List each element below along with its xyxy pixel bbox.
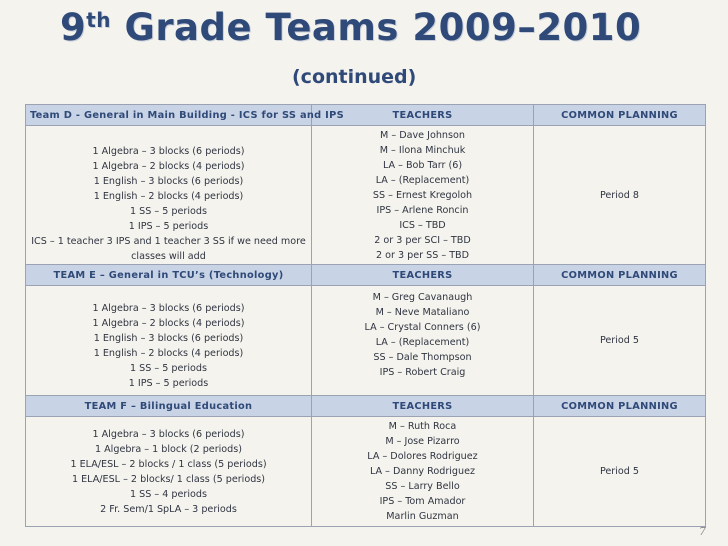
teacher-line: M – Dave Johnson — [380, 129, 465, 141]
planning-cell: Period 5 — [533, 416, 706, 527]
class-line: 1 English – 3 blocks (6 periods) — [93, 176, 244, 187]
teachers-cell: M – Greg Cavanaugh M – Neve Mataliano LA… — [311, 285, 534, 396]
teacher-line: M – Neve Mataliano — [375, 307, 470, 318]
classes-cell: 1 Algebra – 3 blocks (6 periods) 1 Algeb… — [25, 125, 312, 265]
teacher-line: IPS – Tom Amador — [379, 496, 466, 507]
teacher-line: 2 or 3 per SS – TBD — [375, 249, 470, 261]
team-header-row: Team D - General in Main Building - ICS … — [25, 104, 706, 126]
class-line: 1 Algebra – 2 blocks (4 periods) — [92, 161, 245, 172]
class-line: 1 Algebra – 3 blocks (6 periods) — [92, 302, 245, 314]
teacher-line: SS – Ernest Kregoloh — [372, 189, 473, 201]
team-name-cell: Team D - General in Main Building - ICS … — [25, 104, 344, 126]
teacher-line: SS – Dale Thompson — [373, 352, 472, 363]
class-line: 1 IPS – 5 periods — [128, 377, 209, 389]
teacher-line: LA – (Replacement) — [375, 337, 470, 348]
teacher-line: ICS – TBD — [399, 219, 446, 231]
page-number: 7 — [699, 525, 706, 538]
class-line: 1 Algebra – 1 block (2 periods) — [94, 443, 243, 455]
page-subtitle: (continued) — [292, 66, 417, 88]
teacher-line: LA – Crystal Conners (6) — [364, 322, 481, 333]
page-title: 9th Grade Teams 2009–2010 — [60, 6, 642, 49]
class-line: 2 Fr. Sem/1 SpLA – 3 periods — [100, 503, 237, 515]
class-line: 1 SS – 4 periods — [130, 488, 207, 500]
teachers-header-cell: TEACHERS — [311, 395, 534, 417]
class-line: ICS – 1 teacher 3 IPS and 1 teacher 3 SS… — [31, 236, 306, 262]
teacher-line: LA – (Replacement) — [375, 174, 470, 186]
teacher-line: M – Greg Cavanaugh — [372, 292, 473, 303]
teams-table: Team D - General in Main Building - ICS … — [25, 104, 706, 527]
class-line: 1 English – 2 blocks (4 periods) — [93, 191, 244, 202]
teacher-line: M – Ruth Roca — [388, 421, 457, 432]
team-body-row: 1 Algebra – 3 blocks (6 periods) 1 Algeb… — [25, 125, 706, 265]
class-line: 1 SS – 5 periods — [130, 362, 207, 374]
planning-header-cell: COMMON PLANNING — [533, 104, 706, 126]
class-line: 1 Algebra – 3 blocks (6 periods) — [92, 428, 245, 440]
teachers-cell: M – Dave Johnson M – Ilona Minchuk LA – … — [311, 125, 534, 265]
team-body-row: 1 Algebra – 3 blocks (6 periods) 1 Algeb… — [25, 285, 706, 396]
team-body-row: 1 Algebra – 3 blocks (6 periods) 1 Algeb… — [25, 416, 706, 527]
class-line: 1 SS – 5 periods — [130, 206, 207, 217]
planning-cell: Period 5 — [533, 285, 706, 396]
team-name-cell: TEAM F – Bilingual Education — [25, 395, 312, 417]
teacher-line: Marlin Guzman — [386, 511, 459, 522]
teacher-line: SS – Larry Bello — [385, 481, 460, 492]
teachers-header-cell: TEACHERS — [311, 104, 534, 126]
team-header-row: TEAM F – Bilingual Education TEACHERS CO… — [25, 395, 706, 417]
class-line: 1 IPS – 5 periods — [128, 221, 209, 232]
team-header-row: TEAM E – General in TCU’s (Technology) T… — [25, 264, 706, 286]
teacher-line: LA – Dolores Rodriguez — [367, 451, 478, 462]
class-line: 1 Algebra – 2 blocks (4 periods) — [92, 317, 245, 329]
class-line: 1 English – 3 blocks (6 periods) — [93, 332, 244, 344]
class-line: 1 ELA/ESL – 2 blocks / 1 class (5 period… — [70, 458, 267, 470]
classes-cell: 1 Algebra – 3 blocks (6 periods) 1 Algeb… — [25, 416, 312, 527]
teachers-header-cell: TEACHERS — [311, 264, 534, 286]
teacher-line: 2 or 3 per SCI – TBD — [374, 234, 471, 246]
planning-cell: Period 8 — [533, 125, 706, 265]
planning-header-cell: COMMON PLANNING — [533, 264, 706, 286]
planning-header-cell: COMMON PLANNING — [533, 395, 706, 417]
teacher-line: LA – Danny Rodriguez — [369, 466, 476, 477]
class-line: 1 English – 2 blocks (4 periods) — [93, 347, 244, 359]
teacher-line: M – Ilona Minchuk — [379, 144, 466, 156]
class-line: 1 Algebra – 3 blocks (6 periods) — [92, 146, 245, 157]
teacher-line: M – Jose Pizarro — [385, 436, 460, 447]
teacher-line: IPS – Robert Craig — [379, 367, 466, 378]
teacher-line: IPS – Arlene Roncin — [376, 204, 469, 216]
team-name-cell: TEAM E – General in TCU’s (Technology) — [25, 264, 312, 286]
teachers-cell: M – Ruth Roca M – Jose Pizarro LA – Dolo… — [311, 416, 534, 527]
teacher-line: LA – Bob Tarr (6) — [382, 159, 463, 171]
classes-cell: 1 Algebra – 3 blocks (6 periods) 1 Algeb… — [25, 285, 312, 396]
class-line: 1 ELA/ESL – 2 blocks/ 1 class (5 periods… — [71, 473, 266, 485]
